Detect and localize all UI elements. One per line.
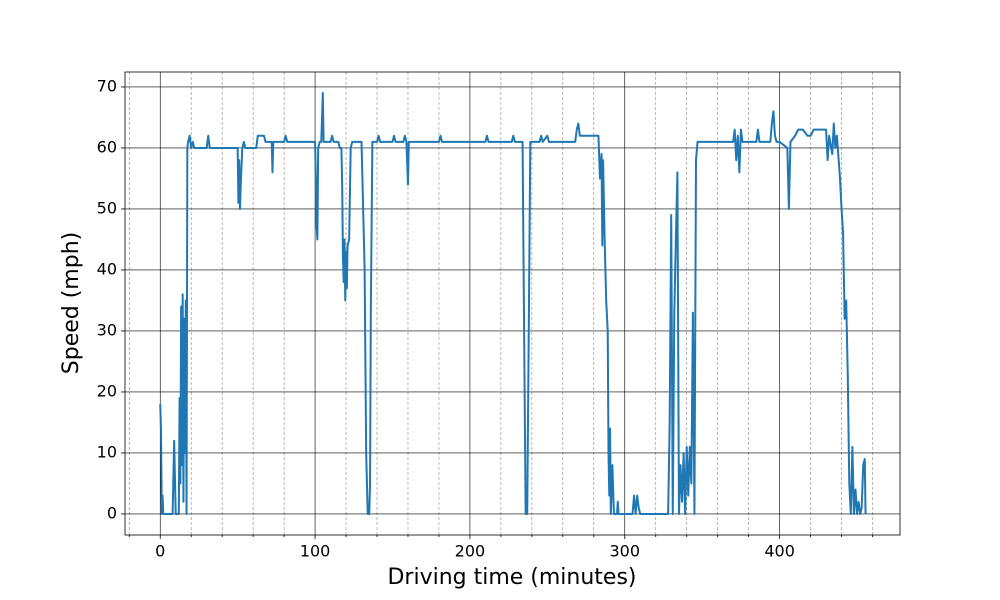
y-tick-label: 10 xyxy=(97,442,117,461)
y-tick-label: 20 xyxy=(97,381,117,400)
y-tick-label: 0 xyxy=(107,503,117,522)
y-axis-label: Speed (mph) xyxy=(59,232,84,374)
y-tick-label: 60 xyxy=(97,137,117,156)
y-tick-label: 50 xyxy=(97,198,117,217)
x-tick-label: 0 xyxy=(155,542,165,561)
y-tick-label: 40 xyxy=(97,259,117,278)
x-tick-label: 100 xyxy=(300,542,331,561)
speed-line xyxy=(159,92,867,515)
x-tick-label: 400 xyxy=(764,542,795,561)
y-tick-label: 30 xyxy=(97,320,117,339)
plot-frame xyxy=(124,71,901,536)
y-tick-label: 70 xyxy=(97,76,117,95)
x-axis-label: Driving time (minutes) xyxy=(387,565,636,590)
x-tick-label: 300 xyxy=(609,542,640,561)
x-tick-label: 200 xyxy=(455,542,486,561)
